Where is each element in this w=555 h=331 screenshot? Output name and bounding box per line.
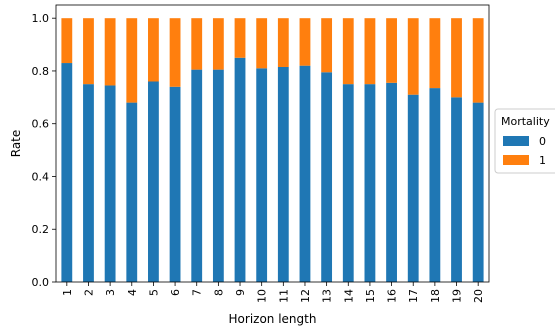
bar-17-mortality-1: [407, 18, 419, 95]
bar-4-mortality-1: [126, 18, 138, 103]
legend-swatch-1: [503, 155, 529, 165]
bar-5-mortality-1: [148, 18, 159, 82]
x-tick-label: 4: [126, 289, 139, 296]
bar-19-mortality-1: [451, 18, 462, 98]
legend-label-0: 0: [539, 135, 546, 148]
plot-frame: [55, 4, 490, 283]
x-tick-label: 7: [191, 289, 204, 296]
x-tick-label: 2: [82, 289, 95, 296]
x-tick-label: 13: [321, 289, 334, 303]
x-axis-label: Horizon length: [229, 312, 317, 326]
x-tick-label: 14: [342, 289, 355, 303]
bar-16-mortality-0: [386, 82, 397, 282]
bar-3-mortality-0: [104, 85, 116, 283]
bar-16-mortality-1: [386, 18, 397, 83]
bar-10-mortality-0: [256, 68, 268, 282]
x-tick-label: 12: [299, 289, 312, 303]
bar-9-mortality-0: [234, 57, 246, 283]
bar-14-mortality-0: [342, 84, 354, 282]
bar-11-mortality-1: [277, 18, 289, 67]
x-tick-label: 20: [472, 289, 485, 303]
bar-13-mortality-1: [321, 18, 333, 73]
x-tick-label: 3: [104, 289, 117, 296]
bars-layer: [61, 18, 484, 283]
x-tick-label: 8: [212, 289, 225, 296]
bar-7-mortality-1: [191, 18, 203, 70]
y-tick-label: 0.2: [32, 223, 50, 236]
bar-11-mortality-0: [277, 67, 289, 282]
bar-19-mortality-0: [451, 97, 462, 282]
bar-18-mortality-0: [429, 88, 441, 282]
x-tick-label: 5: [147, 289, 160, 296]
bar-8-mortality-0: [212, 69, 224, 282]
bar-4-mortality-0: [126, 102, 138, 282]
bar-9-mortality-1: [234, 18, 246, 58]
y-tick-label: 0.0: [32, 276, 50, 289]
x-tick-label: 6: [169, 289, 182, 296]
y-tick-label: 0.4: [32, 170, 50, 183]
x-tick-label: 17: [407, 289, 420, 303]
x-tick-label: 9: [234, 289, 247, 296]
bar-20-mortality-1: [472, 18, 484, 103]
bar-13-mortality-0: [321, 72, 333, 283]
bar-18-mortality-1: [429, 18, 441, 89]
bar-12-mortality-0: [299, 65, 311, 283]
bar-14-mortality-1: [342, 18, 354, 85]
bar-7-mortality-0: [191, 69, 203, 282]
legend-label-1: 1: [539, 154, 546, 167]
bar-15-mortality-1: [364, 18, 376, 85]
bar-8-mortality-1: [212, 18, 224, 70]
bar-1-mortality-1: [61, 18, 73, 64]
bar-2-mortality-1: [83, 18, 94, 85]
bar-12-mortality-1: [299, 18, 311, 66]
bar-6-mortality-0: [169, 86, 181, 282]
x-tick-label: 19: [451, 289, 464, 303]
x-tick-label: 18: [429, 289, 442, 303]
x-tick-label: 11: [277, 289, 290, 303]
y-axis-label: Rate: [9, 130, 23, 158]
y-tick-label: 1.0: [32, 12, 50, 25]
x-tick-label: 1: [61, 289, 74, 296]
x-tick-label: 15: [364, 289, 377, 303]
legend: Mortality 0 1: [494, 108, 555, 174]
x-tick-label: 10: [256, 289, 269, 303]
bar-5-mortality-0: [148, 81, 159, 282]
bar-17-mortality-0: [407, 94, 419, 282]
x-tick-label: 16: [386, 289, 399, 303]
bar-1-mortality-0: [61, 63, 73, 282]
bar-6-mortality-1: [169, 18, 181, 87]
bar-20-mortality-0: [472, 102, 484, 282]
y-tick-label: 0.8: [32, 65, 50, 78]
bar-15-mortality-0: [364, 84, 376, 282]
bar-10-mortality-1: [256, 18, 268, 69]
legend-swatch-0: [503, 136, 529, 146]
bar-3-mortality-1: [104, 18, 116, 86]
y-tick-label: 0.6: [32, 118, 50, 131]
legend-title: Mortality: [501, 115, 550, 128]
axes-layer: 0.00.20.40.60.81.01 2 3 4 5 6 7 8 9 10 11 12 13 14 15 1…: [32, 4, 490, 303]
bar-2-mortality-0: [83, 84, 94, 282]
